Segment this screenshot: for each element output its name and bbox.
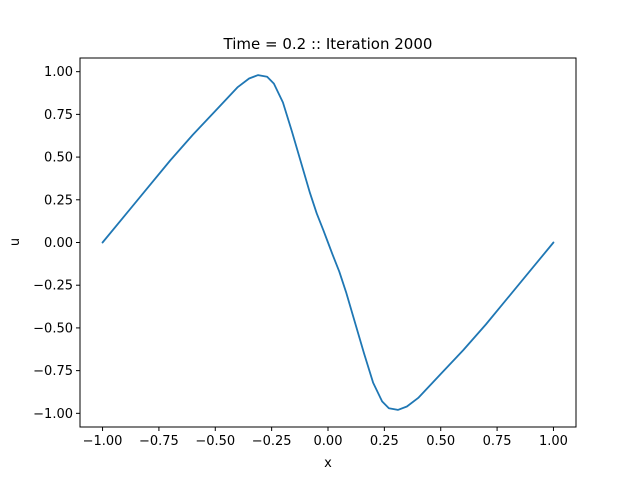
y-tick-label: −0.75 — [33, 364, 73, 379]
y-axis-label: u — [8, 238, 23, 246]
x-tick-label: 0.50 — [426, 434, 455, 449]
y-tick-label: −1.00 — [33, 407, 73, 422]
x-tick-label: −0.75 — [139, 434, 179, 449]
y-tick-label: 0.25 — [44, 193, 73, 208]
x-tick-label: 0.00 — [314, 434, 343, 449]
x-axis-label: x — [324, 456, 332, 471]
plot-area: −1.00 −0.75 −0.50 −0.25 0.00 0.25 0.50 0.75 1.00… — [33, 57, 577, 449]
y-tick-label: 0.75 — [44, 108, 73, 123]
y-tick-label: −0.25 — [33, 279, 73, 294]
x-tick-label: 0.75 — [483, 434, 512, 449]
chart-title: Time = 0.2 :: Iteration 2000 — [223, 35, 433, 53]
y-tick-label: 0.50 — [44, 151, 73, 166]
x-tick-label: 0.25 — [370, 434, 399, 449]
x-tick-label: −0.50 — [195, 434, 235, 449]
x-tick-label: −1.00 — [83, 434, 123, 449]
y-tick-label: 0.00 — [44, 236, 73, 251]
y-tick-label: −0.50 — [33, 321, 73, 336]
x-tick-label: −0.25 — [252, 434, 292, 449]
series-line-0 — [101, 74, 555, 411]
y-tick-label: 1.00 — [44, 65, 73, 80]
x-tick-label: 1.00 — [539, 434, 568, 449]
